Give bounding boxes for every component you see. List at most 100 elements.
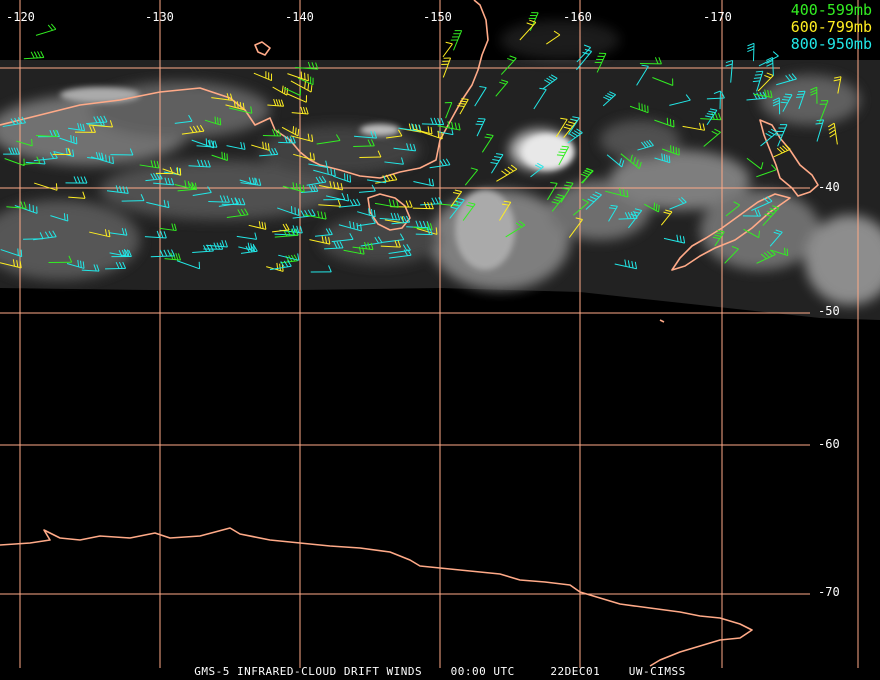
wind-barb [608, 204, 618, 222]
wind-barb [606, 154, 625, 168]
wind-barb [756, 164, 777, 178]
lon-label-130: -130 [145, 10, 174, 24]
product-caption: GMS-5 INFRARED-CLOUD DRIFT WINDS 00:00 U… [0, 665, 880, 678]
wind-barb [771, 247, 789, 257]
wind-barb [585, 191, 602, 210]
wind-barb [462, 202, 476, 221]
wind-barb [359, 150, 382, 159]
wind-barb [660, 209, 673, 226]
wind-barb [441, 57, 452, 78]
wind-barb [318, 180, 344, 191]
wind-barb [34, 182, 58, 191]
wind-barb [384, 157, 404, 165]
lon-label-160: -160 [563, 10, 592, 24]
wind-barb [654, 153, 671, 164]
wind-barb [499, 200, 512, 221]
nz-north-island-coastline [759, 119, 819, 197]
wind-barb [560, 181, 574, 203]
wind-barb [306, 175, 327, 186]
wind-barb [746, 91, 767, 101]
wind-barb [211, 151, 228, 161]
wind-barb [262, 129, 282, 137]
wind-barb [159, 223, 177, 232]
wind-barb [314, 228, 333, 237]
wind-barb [177, 182, 197, 192]
wind-barb [203, 242, 224, 250]
wind-barb [88, 120, 113, 128]
wind-barb [780, 93, 793, 112]
wind-barb [567, 128, 583, 144]
wind-barb [35, 23, 57, 36]
wind-barb [406, 220, 430, 229]
wind-barb [412, 222, 433, 231]
legend-item-800-950: 800-950mb [790, 35, 872, 53]
wind-barb [437, 121, 461, 131]
wind-barb [316, 134, 341, 145]
wind-barb [277, 206, 300, 217]
wind-barb [419, 130, 443, 140]
wind-barb [500, 55, 517, 75]
antarctica-coastline [0, 527, 753, 667]
wind-barb [474, 85, 487, 107]
wind-barb [109, 248, 130, 257]
wind-barb [772, 97, 781, 115]
legend-item-400-599: 400-599mb [790, 1, 872, 19]
wind-barb [669, 94, 691, 106]
wind-barb [769, 229, 783, 247]
wind-barb [682, 122, 706, 131]
wind-barb [669, 196, 687, 210]
wind-barb [725, 59, 734, 83]
wind-barb [546, 30, 561, 45]
wind-barb [576, 44, 591, 63]
wind-barb [413, 126, 433, 135]
wind-barb [605, 188, 629, 198]
wind-barb [191, 138, 215, 149]
wind-barb [188, 159, 211, 168]
wind-barb [297, 76, 314, 86]
wind-barb [293, 152, 315, 161]
wind-barb [572, 198, 589, 216]
wind-barb [153, 177, 175, 186]
wind-barb [144, 230, 167, 239]
wind-barb [357, 208, 376, 218]
wind-barb [546, 181, 558, 201]
wind-barb [752, 70, 764, 92]
wind-barb [481, 133, 494, 153]
wind-barb [620, 153, 642, 170]
caption-date: 22DEC01 [550, 665, 601, 678]
wind-barb [36, 129, 58, 137]
wind-barb [742, 209, 761, 217]
wind-barb [221, 197, 246, 206]
wind-barb [757, 72, 774, 92]
wind-barb [23, 50, 45, 60]
wind-barb [760, 128, 778, 147]
wind-barb [331, 233, 354, 243]
wind-barb [533, 87, 547, 110]
wind-barb [267, 98, 285, 107]
wind-barb [352, 241, 374, 251]
wind-barb [211, 93, 233, 101]
wind-barb [766, 57, 774, 76]
wind-barb [530, 162, 544, 178]
wind-barb [272, 223, 290, 233]
wind-barb [6, 201, 27, 209]
wind-barb [457, 98, 469, 115]
wind-barb [442, 41, 453, 58]
wind-barb [253, 71, 273, 82]
wind-barb [568, 217, 583, 238]
lat-label-50: -50 [818, 304, 840, 318]
wind-barb [629, 102, 649, 114]
wind-barb [50, 213, 69, 222]
tasmania-coastline [367, 193, 411, 231]
wind-barb [68, 191, 86, 199]
wind-barb [59, 135, 78, 145]
wind-barb [87, 152, 104, 161]
wind-barb [747, 42, 755, 62]
wind-barb [338, 220, 362, 232]
wind-barb [240, 177, 262, 186]
wind-barb [663, 234, 686, 244]
wind-barb [743, 228, 760, 239]
wind-barb [756, 249, 776, 264]
wind-barb [393, 143, 417, 152]
